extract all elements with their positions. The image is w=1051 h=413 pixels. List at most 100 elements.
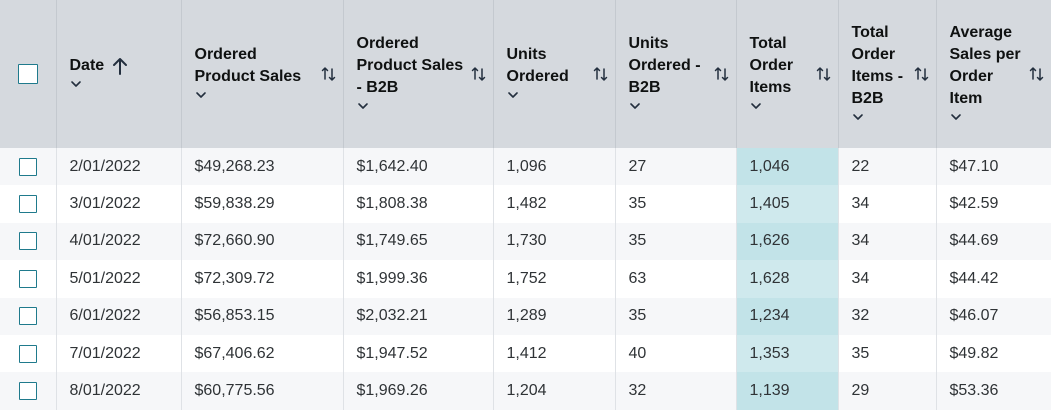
cell-units-ordered-b2b: 63 (615, 260, 737, 298)
cell-ordered-product-sales: $72,660.90 (181, 222, 344, 261)
cell-units-ordered: 1,482 (493, 185, 616, 223)
table-row[interactable]: 3/01/2022 $59,838.29 $1,808.38 1,482 35 1,405… (0, 185, 1051, 223)
column-header-ordered-product-sales-b2b[interactable]: Ordered Product Sales - B2B (343, 0, 494, 148)
row-checkbox[interactable] (18, 232, 37, 251)
row-select-cell (0, 334, 57, 373)
cell-ordered-product-sales-b2b: $1,947.52 (343, 334, 494, 373)
cell-date: 6/01/2022 (56, 297, 182, 335)
table-row[interactable]: 2/01/2022 $49,268.23 $1,642.40 1,096 27 1,046… (0, 148, 1051, 186)
cell-average-sales-per-order-item: $44.42 (936, 260, 1051, 298)
sort-up-down-icon[interactable] (593, 65, 609, 83)
column-header-average-sales-per-order-item[interactable]: Average Sales per Order Item (936, 0, 1051, 148)
chevron-down-icon[interactable] (70, 78, 181, 94)
row-select-cell (0, 372, 57, 410)
cell-total-order-items: 1,139 (736, 372, 839, 410)
sort-up-down-icon[interactable] (471, 65, 487, 83)
chevron-down-icon[interactable] (507, 89, 615, 105)
cell-ordered-product-sales-b2b: $1,642.40 (343, 148, 494, 186)
table-row[interactable]: 8/01/2022 $60,775.56 $1,969.26 1,204 32 1,139… (0, 372, 1051, 410)
cell-total-order-items-b2b: 34 (838, 222, 937, 261)
cell-total-order-items: 1,046 (736, 148, 839, 186)
cell-units-ordered-b2b: 35 (615, 222, 737, 261)
cell-total-order-items: 1,353 (736, 334, 839, 373)
row-select-cell (0, 148, 57, 186)
cell-units-ordered-b2b: 27 (615, 148, 737, 186)
header-row: Date Ordered Product Sales (0, 0, 1051, 148)
cell-date: 3/01/2022 (56, 185, 182, 223)
chevron-down-icon[interactable] (950, 111, 1051, 127)
cell-ordered-product-sales-b2b: $2,032.21 (343, 297, 494, 335)
row-select-cell (0, 185, 57, 223)
cell-average-sales-per-order-item: $53.36 (936, 372, 1051, 410)
cell-average-sales-per-order-item: $46.07 (936, 297, 1051, 335)
cell-ordered-product-sales-b2b: $1,749.65 (343, 222, 494, 261)
column-header-label: Average Sales per Order Item (949, 23, 1021, 107)
sort-up-down-icon[interactable] (1029, 65, 1045, 83)
column-header-date[interactable]: Date (56, 0, 182, 148)
row-checkbox[interactable] (18, 381, 37, 400)
row-checkbox[interactable] (18, 307, 37, 326)
cell-total-order-items: 1,626 (736, 222, 839, 261)
sort-up-down-icon[interactable] (714, 65, 730, 83)
chevron-down-icon[interactable] (750, 100, 838, 116)
select-all-checkbox[interactable] (17, 63, 38, 84)
column-header-label: Total Order Items (749, 34, 794, 96)
cell-total-order-items-b2b: 22 (838, 148, 937, 186)
row-select-cell (0, 297, 57, 335)
cell-ordered-product-sales-b2b: $1,969.26 (343, 372, 494, 410)
cell-average-sales-per-order-item: $42.59 (936, 185, 1051, 223)
cell-units-ordered: 1,289 (493, 297, 616, 335)
cell-total-order-items-b2b: 34 (838, 260, 937, 298)
sort-up-down-icon[interactable] (321, 65, 337, 83)
column-header-label: Ordered Product Sales (194, 45, 302, 85)
cell-units-ordered-b2b: 40 (615, 334, 737, 373)
cell-date: 5/01/2022 (56, 260, 182, 298)
cell-date: 7/01/2022 (56, 334, 182, 373)
cell-total-order-items-b2b: 34 (838, 185, 937, 223)
table-row[interactable]: 5/01/2022 $72,309.72 $1,999.36 1,752 63 1,628… (0, 260, 1051, 298)
row-checkbox[interactable] (18, 344, 37, 363)
column-header-label: Date (69, 56, 105, 74)
table-body: 2/01/2022 $49,268.23 $1,642.40 1,096 27 1,046… (0, 148, 1051, 410)
column-header-total-order-items[interactable]: Total Order Items (736, 0, 839, 148)
table-row[interactable]: 6/01/2022 $56,853.15 $2,032.21 1,289 35 1,234… (0, 297, 1051, 335)
cell-units-ordered-b2b: 35 (615, 297, 737, 335)
cell-average-sales-per-order-item: $47.10 (936, 148, 1051, 186)
sort-up-down-icon[interactable] (816, 65, 832, 83)
row-select-cell (0, 260, 57, 298)
chevron-down-icon[interactable] (195, 89, 343, 105)
cell-units-ordered: 1,204 (493, 372, 616, 410)
column-header-label: Units Ordered - B2B (628, 34, 701, 96)
sort-up-down-icon[interactable] (914, 65, 930, 83)
row-checkbox[interactable] (18, 269, 37, 288)
cell-ordered-product-sales: $67,406.62 (181, 334, 344, 373)
cell-date: 4/01/2022 (56, 222, 182, 261)
row-select-cell (0, 222, 57, 261)
cell-ordered-product-sales: $49,268.23 (181, 148, 344, 186)
cell-units-ordered: 1,730 (493, 222, 616, 261)
cell-ordered-product-sales: $59,838.29 (181, 185, 344, 223)
row-checkbox[interactable] (18, 194, 37, 213)
cell-ordered-product-sales-b2b: $1,999.36 (343, 260, 494, 298)
chevron-down-icon[interactable] (629, 100, 736, 116)
cell-units-ordered: 1,752 (493, 260, 616, 298)
column-header-label: Units Ordered (506, 45, 569, 85)
chevron-down-icon[interactable] (357, 100, 493, 116)
chevron-down-icon[interactable] (852, 111, 936, 127)
column-header-total-order-items-b2b[interactable]: Total Order Items - B2B (838, 0, 937, 148)
row-checkbox[interactable] (18, 157, 37, 176)
column-header-units-ordered-b2b[interactable]: Units Ordered - B2B (615, 0, 737, 148)
cell-units-ordered-b2b: 32 (615, 372, 737, 410)
cell-ordered-product-sales: $72,309.72 (181, 260, 344, 298)
table-row[interactable]: 4/01/2022 $72,660.90 $1,749.65 1,730 35 1,626… (0, 222, 1051, 261)
column-header-units-ordered[interactable]: Units Ordered (493, 0, 616, 148)
arrow-up-icon[interactable] (112, 57, 128, 75)
column-header-label: Total Order Items - B2B (851, 23, 904, 107)
cell-units-ordered: 1,096 (493, 148, 616, 186)
table-row[interactable]: 7/01/2022 $67,406.62 $1,947.52 1,412 40 1,353… (0, 334, 1051, 373)
cell-total-order-items: 1,405 (736, 185, 839, 223)
column-header-ordered-product-sales[interactable]: Ordered Product Sales (181, 0, 344, 148)
cell-date: 8/01/2022 (56, 372, 182, 410)
cell-units-ordered-b2b: 35 (615, 185, 737, 223)
